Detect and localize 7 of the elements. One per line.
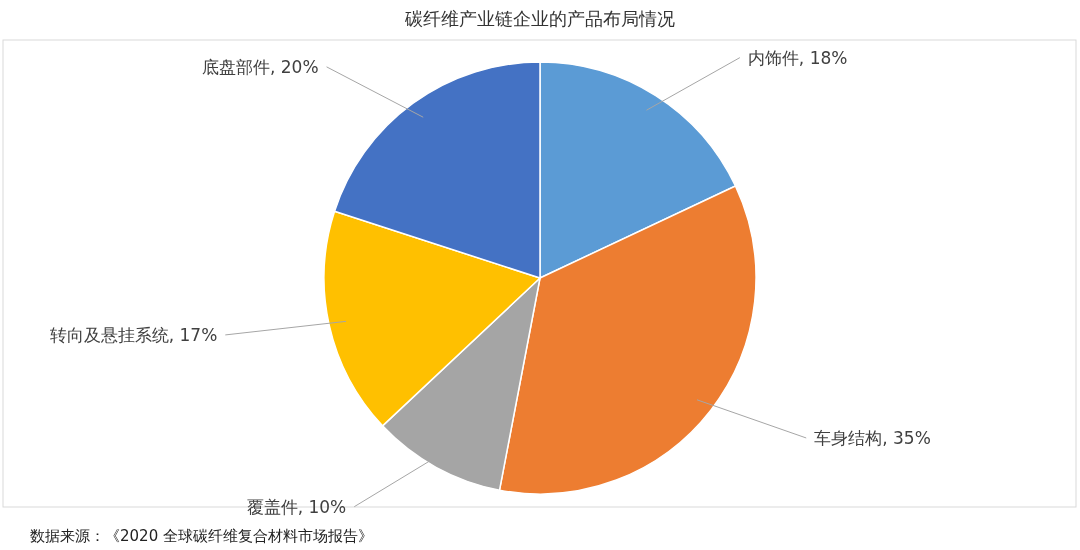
slice-label: 车身结构, 35% [814, 427, 931, 448]
slice-label: 内饰件, 18% [747, 47, 848, 68]
slice-label: 转向及悬挂系统, 17% [49, 324, 218, 345]
slice-label: 覆盖件, 10% [246, 496, 347, 517]
chart-title: 碳纤维产业链企业的产品布局情况 [404, 8, 675, 29]
slice-label: 底盘部件, 20% [201, 56, 319, 77]
source-note: 数据来源：《2020 全球碳纤维复合材料市场报告》 [30, 527, 373, 545]
